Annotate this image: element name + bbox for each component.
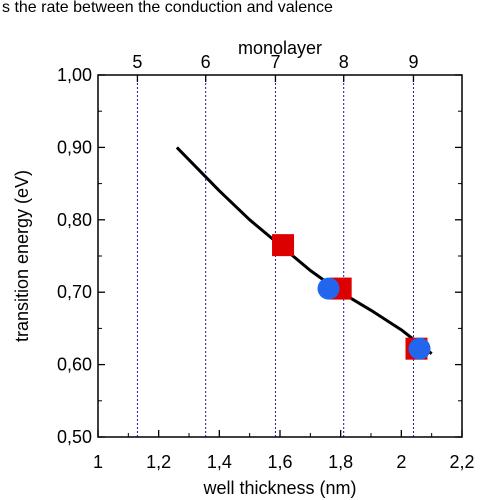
theory-curve [175, 146, 433, 355]
x-tick-label: 1 [93, 452, 103, 472]
x-tick-label: 1,2 [146, 452, 171, 472]
circle-point [408, 337, 431, 360]
top-tick-labels: 5 6 7 8 9 [132, 52, 418, 72]
square-point [272, 234, 295, 257]
top-tick-label: 5 [132, 52, 142, 72]
x-tick-label: 2 [396, 452, 406, 472]
x-tick-label: 1,4 [207, 452, 232, 472]
y-tick-label: 0,70 [57, 282, 92, 302]
circle-point [317, 277, 340, 300]
y-tick-label: 0,60 [57, 355, 92, 375]
x-tick-labels: 1 1,2 1,4 1,6 1,8 2 2,2 [93, 452, 475, 472]
top-tick-label: 8 [339, 52, 349, 72]
y-tick-label: 0,90 [57, 137, 92, 157]
y-tick-labels: 0,50 0,60 0,70 0,80 0,90 1,00 [57, 65, 92, 447]
x-tick-label: 2,2 [449, 452, 474, 472]
top-tick-label: 7 [270, 52, 280, 72]
y-tick-label: 1,00 [57, 65, 92, 85]
header-fragment: s the rate between the conduction and va… [2, 0, 333, 16]
top-axis-label: monolayer [238, 38, 322, 58]
top-tick-label: 9 [408, 52, 418, 72]
y-axis-label: transition energy (eV) [12, 170, 32, 342]
x-tick-label: 1,8 [328, 452, 353, 472]
top-tick-label: 6 [201, 52, 211, 72]
series-layer [175, 146, 433, 360]
y-tick-label: 0,50 [57, 427, 92, 447]
axis-ticks [97, 74, 463, 438]
x-axis-label: well thickness (nm) [202, 478, 356, 498]
y-tick-label: 0,80 [57, 210, 92, 230]
x-tick-label: 1,6 [267, 452, 292, 472]
